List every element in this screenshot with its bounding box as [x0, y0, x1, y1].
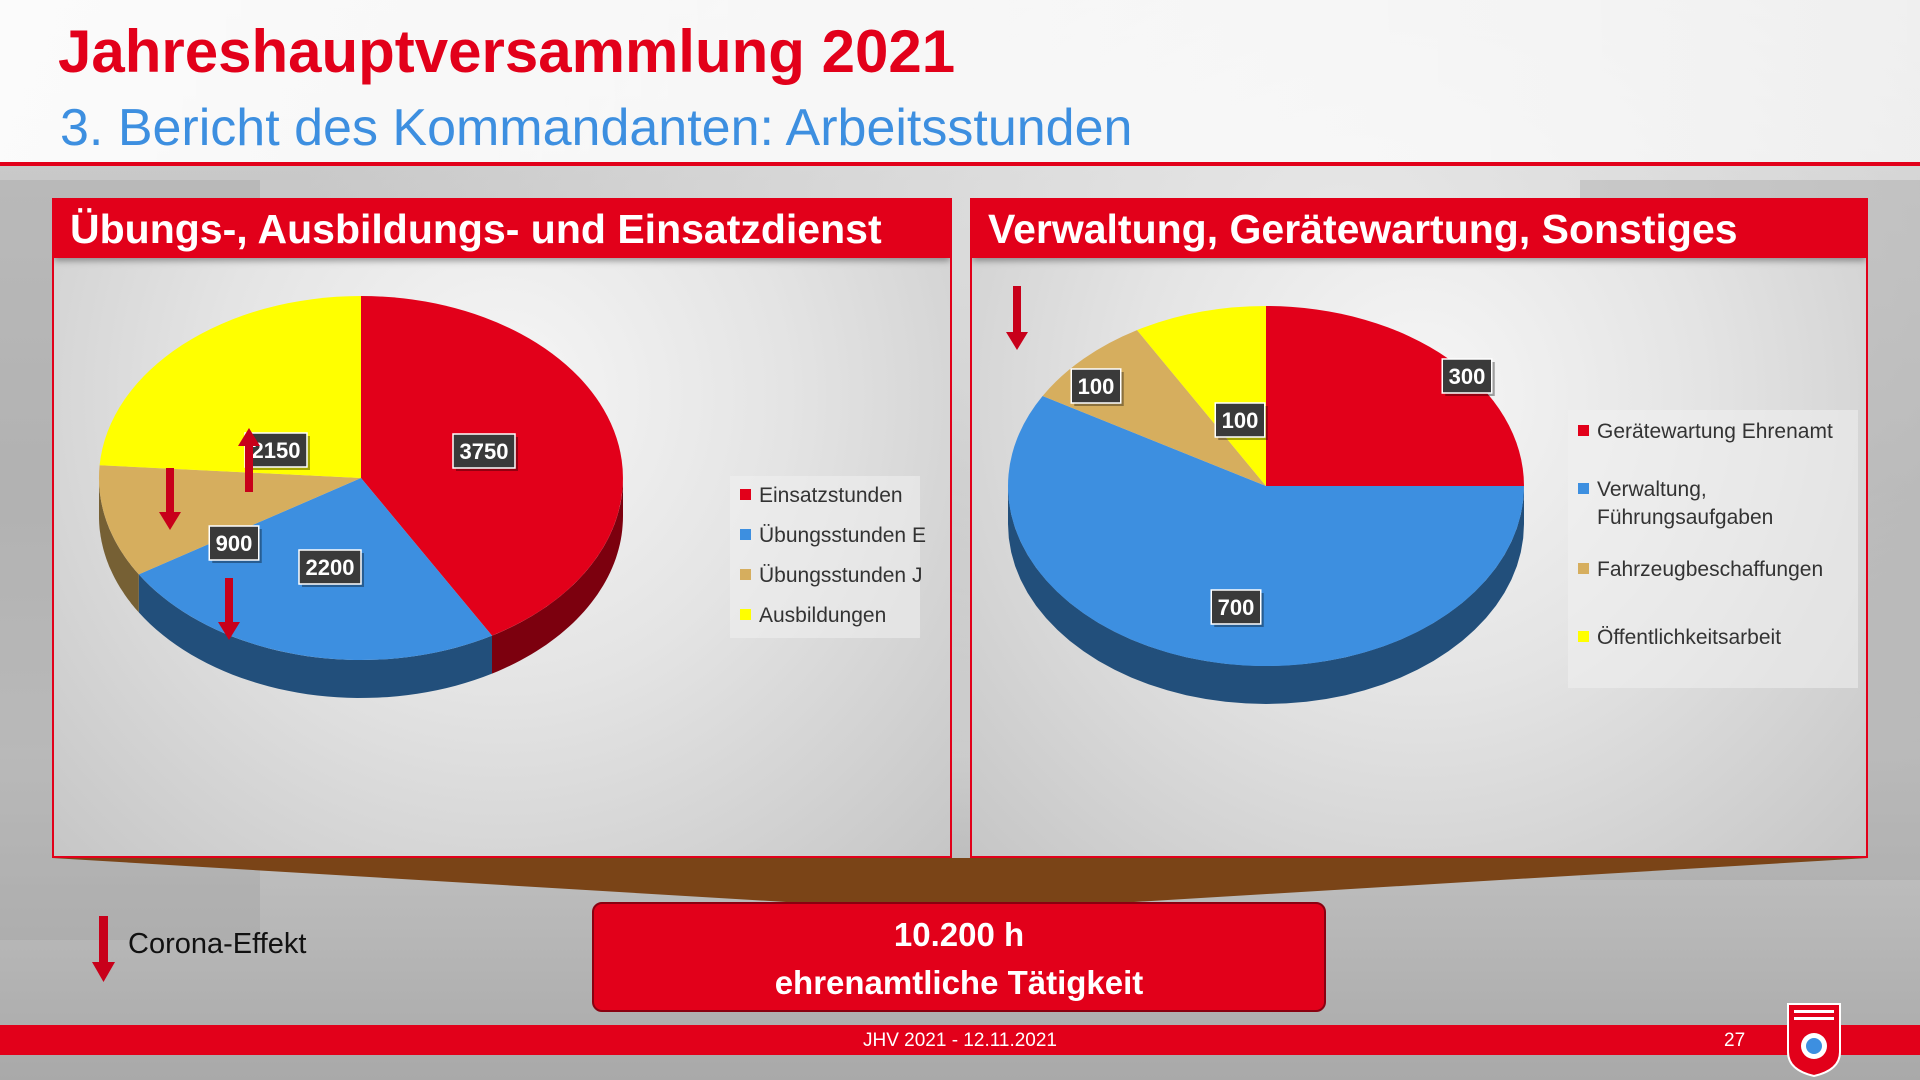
legend-swatch — [740, 608, 751, 620]
legend-label: Öffentlichkeitsarbeit — [1597, 626, 1782, 649]
down-arrow-icon — [92, 916, 115, 982]
pie-slice-side — [1008, 486, 1524, 704]
legend-left: Einsatzstunden Übungsstunden E Übungsstu… — [730, 476, 926, 638]
down-arrow-icon — [159, 468, 181, 530]
data-label-text: 2150 — [252, 438, 301, 463]
data-label: 900 — [208, 525, 262, 563]
legend-swatch — [740, 528, 751, 540]
title-background — [0, 0, 1920, 165]
legend-label: Übungsstunden J — [759, 564, 923, 587]
data-label-text: 2200 — [306, 555, 355, 580]
legend-label: Verwaltung, Führungsaufgaben — [1597, 476, 1773, 532]
slide-subtitle: 3. Bericht des Kommandanten: Arbeitsstun… — [60, 99, 1133, 157]
data-label-text: 900 — [216, 531, 253, 556]
legend-swatch — [740, 488, 751, 500]
pie-slice — [1137, 306, 1266, 486]
pie-side-walls — [99, 478, 623, 698]
pie-slice-side — [138, 574, 493, 698]
chart-title-text: Verwaltung, Gerätewartung, Sonstiges — [988, 206, 1738, 252]
data-label-text: 700 — [1218, 595, 1255, 620]
fire-department-logo — [1787, 1003, 1841, 1078]
legend-item: Gerätewartung Ehrenamt — [1578, 418, 1833, 446]
data-label-text: 100 — [1222, 408, 1259, 433]
slide-title: Jahreshauptversammlung 2021 — [58, 18, 956, 85]
page-number: 27 — [1724, 1030, 1746, 1051]
up-arrow-icon — [238, 428, 260, 492]
legend-item: Übungsstunden J — [740, 562, 922, 590]
data-label: 300 — [1441, 358, 1495, 396]
data-label: 100 — [1070, 368, 1124, 406]
legend-label: Gerätewartung Ehrenamt — [1597, 420, 1833, 443]
legend-item: Öffentlichkeitsarbeit — [1578, 624, 1781, 652]
legend-swatch — [1578, 630, 1589, 642]
pie-chart-left: 3750 2200 900 2150 — [98, 296, 623, 698]
legend-swatch — [740, 568, 751, 580]
total-hours-box: 10.200 h ehrenamtliche Tätigkeit — [592, 902, 1326, 1012]
legend-label: Einsatzstunden — [759, 484, 903, 507]
chart-panel-left: Übungs-, Ausbildungs- und Einsatzdienst … — [52, 198, 952, 858]
chart-title-right: Verwaltung, Gerätewartung, Sonstiges — [972, 200, 1866, 258]
legend-label: Ausbildungen — [759, 604, 887, 627]
chart-title-text: Übungs-, Ausbildungs- und Einsatzdienst — [70, 206, 882, 252]
down-arrow-icon — [1006, 286, 1028, 350]
down-arrow-icon — [218, 578, 240, 640]
legend-swatch — [1578, 424, 1589, 436]
pie-side-walls — [1008, 486, 1524, 704]
pie-slices — [1008, 306, 1524, 667]
data-label-text: 300 — [1449, 364, 1486, 389]
data-label: 100 — [1214, 402, 1268, 440]
total-hours-value: 10.200 h — [893, 916, 1025, 953]
legend-item: Ausbildungen — [740, 602, 886, 630]
pie-slice — [1008, 396, 1524, 667]
corona-effect-label: Corona-Effekt — [128, 928, 307, 960]
legend-item: Einsatzstunden — [740, 482, 903, 510]
chart-panel-right: Verwaltung, Gerätewartung, Sonstiges 300… — [970, 198, 1868, 858]
data-label-text: 3750 — [460, 439, 509, 464]
legend-item: Übungsstunden E — [740, 522, 926, 550]
legend-label-line: Verwaltung, — [1597, 478, 1707, 501]
data-label: 2200 — [298, 549, 364, 587]
pie-chart-right: 300 700 100 100 — [1006, 286, 1524, 704]
legend-label: Fahrzeugbeschaffungen — [1597, 558, 1824, 581]
legend-item: Fahrzeugbeschaffungen — [1578, 556, 1823, 584]
footer-text: JHV 2021 - 12.11.2021 — [862, 1030, 1057, 1051]
pie-slices — [98, 296, 623, 660]
total-hours-label: ehrenamtliche Tätigkeit — [774, 964, 1144, 1001]
title-divider — [0, 162, 1920, 166]
footer-bar — [0, 1025, 1920, 1055]
data-label: 700 — [1210, 589, 1264, 627]
legend-swatch — [1578, 562, 1589, 574]
legend-label-line: Führungsaufgaben — [1597, 506, 1774, 529]
chart-title-left: Übungs-, Ausbildungs- und Einsatzdienst — [54, 200, 950, 258]
data-label: 3750 — [452, 433, 518, 471]
pie-slice — [1266, 306, 1524, 486]
legend-label: Übungsstunden E — [759, 524, 926, 547]
legend-swatch — [1578, 482, 1589, 494]
pie-slice — [99, 296, 361, 478]
legend-item: Verwaltung, Führungsaufgaben — [1578, 476, 1773, 532]
pie-slice-side — [99, 478, 139, 613]
data-label-text: 100 — [1078, 374, 1115, 399]
legend-right: Gerätewartung Ehrenamt Verwaltung, Führun… — [1568, 410, 1858, 688]
pie-slice-side — [492, 478, 623, 674]
pie-slice — [98, 465, 361, 575]
